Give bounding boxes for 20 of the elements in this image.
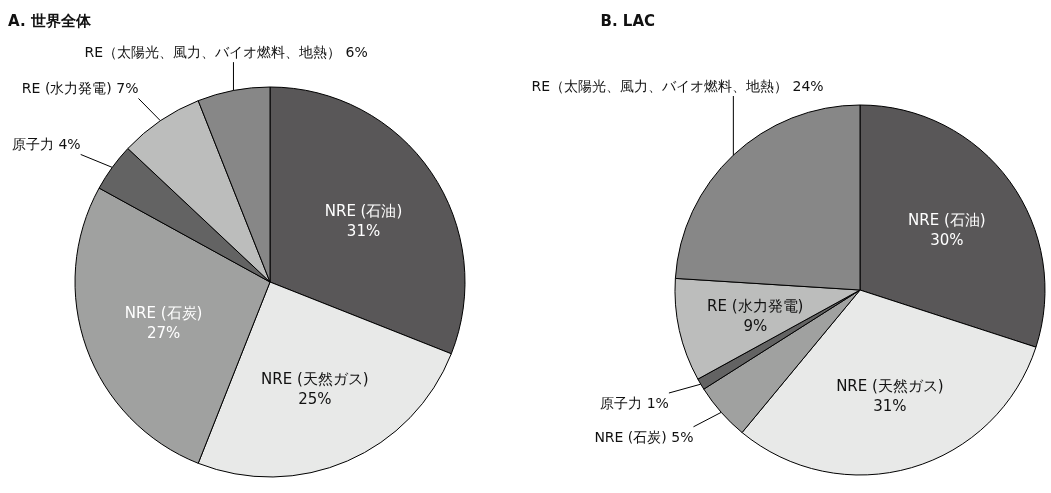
slice-label: RE（太陽光、風力、バイオ燃料、地熱） 6% <box>84 44 368 61</box>
slice-label: RE（太陽光、風力、バイオ燃料、地熱） 24% <box>531 78 824 94</box>
slice-label: NRE (石油) <box>324 202 403 221</box>
data-label: 31% <box>873 397 907 416</box>
data-label: 31% <box>346 222 381 241</box>
slice-label: NRE (石油) <box>908 210 986 229</box>
data-label: 9% <box>743 317 768 336</box>
data-label: 25% <box>298 389 332 408</box>
data-label: 27% <box>146 324 181 343</box>
data-label: 30% <box>930 230 964 249</box>
slice-label: 原子力 1% <box>600 395 669 412</box>
slice-label: NRE (天然ガス) <box>261 369 369 388</box>
slice-label: RE (水力発電) 7% <box>21 80 139 97</box>
slice-label: RE (水力発電) <box>707 297 804 316</box>
slice-label: NRE (石炭) 5% <box>594 428 694 445</box>
chart-title: A. 世界全体 <box>8 12 92 30</box>
slice-label: NRE (石炭) <box>124 304 203 323</box>
slice-label: 原子力 4% <box>12 136 81 153</box>
chart-title: B. LAC <box>600 12 656 30</box>
slice-label: NRE (天然ガス) <box>836 377 944 396</box>
